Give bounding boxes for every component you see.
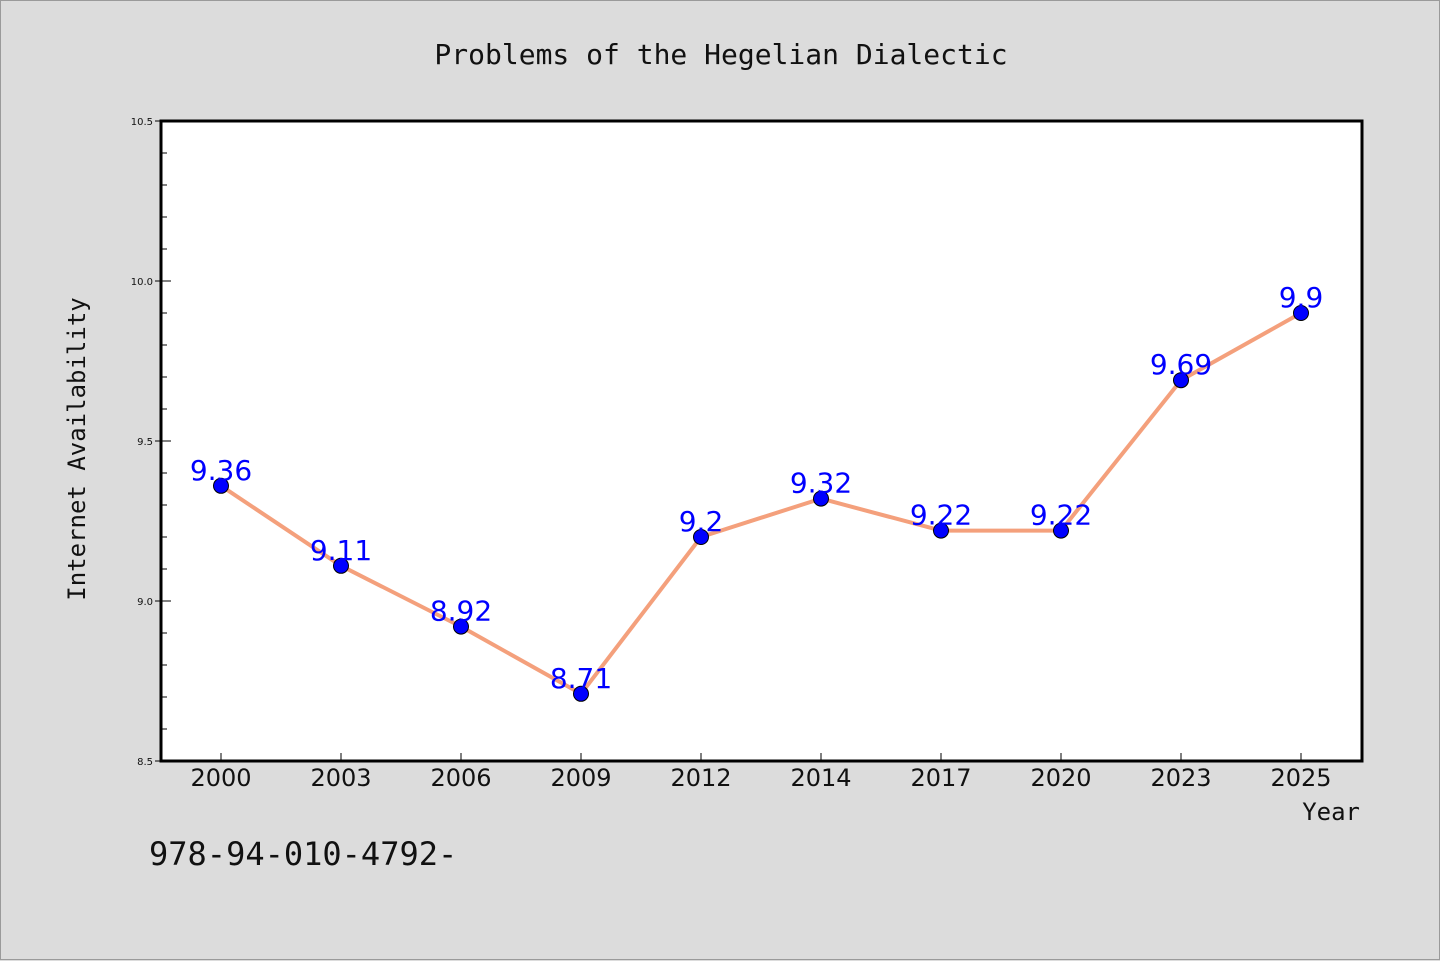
data-label: 9.2 [679,505,724,538]
y-tick-label: 10.5 [131,117,153,128]
y-tick-label: 10.0 [131,277,153,288]
x-tick-label: 2000 [190,764,251,792]
x-tick-label: 2020 [1030,764,1091,792]
series-line [219,311,1302,696]
data-point [1173,372,1189,389]
data-label: 9.69 [1150,348,1212,381]
y-tick-label: 9.5 [137,437,153,448]
series-line-group [219,311,1302,696]
x-tick-label: 2025 [1270,764,1331,792]
x-tick-label: 2009 [550,764,611,792]
data-point [933,522,949,539]
data-label: 9.9 [1279,281,1324,314]
data-label: 9.36 [190,454,252,487]
x-tick-label: 2006 [430,764,491,792]
data-label: 9.32 [790,467,852,500]
plot-area [159,119,1364,763]
footnote-isbn: 978-94-010-4792- [149,835,457,873]
x-tick-label: 2017 [910,764,971,792]
data-point [453,618,469,635]
y-axis-label: Internet Availability [63,297,91,600]
data-label: 8.71 [550,662,612,695]
x-tick-label: 2023 [1150,764,1211,792]
data-point [333,557,349,574]
chart-title: Problems of the Hegelian Dialectic [434,38,1007,71]
data-point [1293,305,1309,321]
x-axis-label: Year [1302,798,1360,826]
x-tick-label: 2012 [670,764,731,792]
y-axis-ticks: 8.5 9.0 9.5 10.0 10.5 [131,117,171,768]
data-point [573,685,589,702]
data-labels: 9.36 9.11 8.92 8.71 9.2 9.32 9.22 9.22 9.69 9.9 [190,281,1323,695]
data-point [1053,522,1069,539]
data-point [693,529,709,545]
x-tick-label: 2014 [790,764,851,792]
x-axis-ticks: 2000 2003 2006 2009 2012 2014 2017 2020 2023 2025 [190,753,1332,792]
data-label: 8.92 [430,595,492,628]
x-tick-label: 2003 [310,764,371,792]
data-point [813,490,829,507]
data-label: 9.22 [1030,499,1092,532]
data-markers [213,305,1309,702]
data-point [213,477,229,494]
y-tick-label: 9.0 [137,597,153,608]
data-label: 9.11 [310,534,372,567]
data-label: 9.22 [910,499,972,532]
y-tick-label: 8.5 [137,757,153,768]
